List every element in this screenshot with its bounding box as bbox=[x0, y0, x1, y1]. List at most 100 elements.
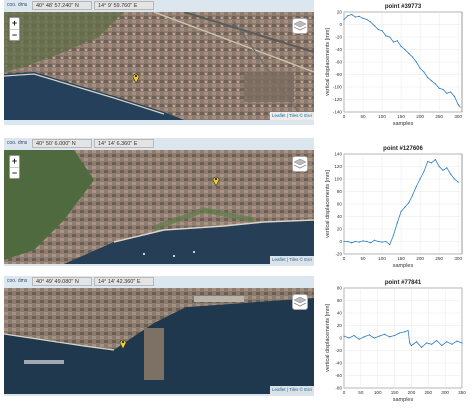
data-point bbox=[393, 334, 396, 337]
data-point bbox=[404, 331, 406, 333]
map-panel-3: coo. dms 40° 49' 49.080" N 14° 14' 42.36… bbox=[4, 276, 314, 396]
data-point bbox=[370, 242, 372, 244]
data-point bbox=[377, 240, 379, 243]
map-marker-icon[interactable] bbox=[212, 173, 220, 191]
zoom-out-button[interactable]: − bbox=[10, 29, 19, 40]
x-tick-label: 0 bbox=[343, 256, 346, 261]
layers-icon[interactable] bbox=[292, 18, 308, 34]
y-tick-label: 40 bbox=[337, 214, 343, 219]
map-tiles bbox=[4, 12, 314, 120]
data-point bbox=[343, 335, 345, 337]
map-panel-1: coo. dms 40° 48' 57.240" N 14° 9' 59.760… bbox=[4, 0, 314, 125]
data-point bbox=[434, 159, 436, 161]
map-marker-icon[interactable] bbox=[132, 70, 140, 88]
data-point bbox=[459, 106, 461, 108]
data-point bbox=[373, 25, 376, 27]
y-axis-label: vertical displacements [mm] bbox=[325, 304, 331, 372]
zoom-in-button[interactable]: + bbox=[11, 156, 18, 166]
x-axis-label: samples bbox=[393, 263, 414, 269]
x-tick-label: 350 bbox=[458, 390, 466, 395]
y-tick-label: 0 bbox=[339, 239, 342, 244]
map-panel-2: coo. dms 40° 50' 6.000" N 14° 14' 6.360"… bbox=[4, 138, 314, 266]
longitude-field[interactable]: 14° 14' 6.360" E bbox=[94, 139, 154, 148]
data-point bbox=[389, 244, 391, 246]
latitude-field[interactable]: 40° 50' 6.000" N bbox=[32, 139, 92, 148]
data-point bbox=[430, 162, 433, 164]
y-tick-label: 20 bbox=[337, 10, 343, 15]
data-point bbox=[389, 36, 391, 38]
data-point bbox=[368, 334, 370, 336]
satellite-map[interactable]: + − Leaflet | Tiles © Esri bbox=[4, 12, 314, 120]
x-tick-label: 150 bbox=[397, 256, 405, 261]
zoom-in-button[interactable]: + bbox=[11, 18, 18, 28]
x-axis-label: samples bbox=[393, 121, 414, 127]
x-tick-label: 100 bbox=[378, 114, 386, 119]
data-point bbox=[449, 173, 452, 175]
latitude-field[interactable]: 40° 48' 57.240" N bbox=[32, 1, 92, 10]
data-point bbox=[446, 167, 448, 169]
y-tick-label: -120 bbox=[333, 97, 343, 102]
data-point bbox=[381, 30, 383, 32]
data-point bbox=[408, 52, 410, 54]
data-point bbox=[354, 16, 357, 18]
data-point bbox=[351, 13, 353, 16]
map-marker-icon[interactable] bbox=[119, 336, 127, 354]
data-point bbox=[378, 335, 380, 337]
data-point bbox=[431, 343, 433, 345]
data-point bbox=[442, 169, 444, 171]
x-tick-label: 0 bbox=[343, 114, 346, 119]
data-point bbox=[411, 56, 414, 58]
zoom-out-button[interactable]: − bbox=[10, 167, 19, 178]
data-point bbox=[415, 185, 417, 188]
data-point bbox=[457, 103, 459, 106]
data-point bbox=[420, 346, 423, 348]
data-point bbox=[366, 240, 368, 243]
satellite-map[interactable]: Leaflet | Tiles © Esri bbox=[4, 288, 314, 394]
result-row-2: coo. dms 40° 50' 6.000" N 14° 14' 6.360"… bbox=[0, 138, 474, 269]
map-attribution[interactable]: Leaflet | Tiles © Esri bbox=[270, 112, 314, 120]
satellite-map[interactable]: + − Leaflet | Tiles © Esri bbox=[4, 150, 314, 264]
y-tick-label: -40 bbox=[335, 47, 342, 52]
data-point bbox=[351, 242, 353, 244]
data-point bbox=[446, 92, 448, 94]
longitude-field[interactable]: 14° 9' 59.760" E bbox=[94, 1, 154, 10]
data-point bbox=[423, 170, 425, 173]
data-point bbox=[410, 344, 413, 347]
y-tick-label: -140 bbox=[333, 110, 343, 115]
data-point bbox=[347, 240, 349, 243]
data-point bbox=[438, 165, 440, 168]
result-row-3: coo. dms 40° 49' 49.080" N 14° 14' 42.36… bbox=[0, 276, 474, 406]
data-point bbox=[419, 67, 421, 69]
data-point bbox=[358, 338, 360, 340]
series-line bbox=[343, 14, 461, 108]
data-point bbox=[407, 329, 409, 332]
map-attribution[interactable]: Leaflet | Tiles © Esri bbox=[270, 386, 314, 394]
chart-title: point #77841 bbox=[385, 280, 422, 286]
data-point bbox=[370, 21, 372, 23]
data-point bbox=[449, 91, 452, 93]
map-attribution[interactable]: Leaflet | Tiles © Esri bbox=[270, 256, 314, 264]
y-tick-label: 80 bbox=[337, 189, 343, 194]
data-point bbox=[427, 160, 429, 163]
y-tick-label: 140 bbox=[334, 152, 342, 157]
layers-icon[interactable] bbox=[292, 156, 308, 172]
displacement-chart-2: point #127606 0 50 100 150 200 250 300 -20 0 20 40 6… bbox=[322, 142, 472, 272]
y-tick-label: 60 bbox=[337, 298, 343, 303]
y-tick-label: -80 bbox=[335, 72, 342, 77]
y-tick-label: 120 bbox=[334, 164, 342, 169]
data-point bbox=[377, 28, 379, 31]
data-point bbox=[362, 240, 364, 242]
y-tick-label: -80 bbox=[335, 386, 342, 391]
latitude-field[interactable]: 40° 49' 49.080" N bbox=[32, 277, 92, 286]
x-tick-label: 150 bbox=[391, 390, 399, 395]
zoom-control: + − bbox=[9, 155, 20, 179]
data-point bbox=[457, 181, 459, 183]
layers-icon[interactable] bbox=[292, 294, 308, 310]
data-point bbox=[383, 333, 386, 335]
x-tick-label: 250 bbox=[435, 256, 443, 261]
data-point bbox=[430, 80, 433, 82]
longitude-field[interactable]: 14° 14' 42.360" E bbox=[94, 277, 154, 286]
